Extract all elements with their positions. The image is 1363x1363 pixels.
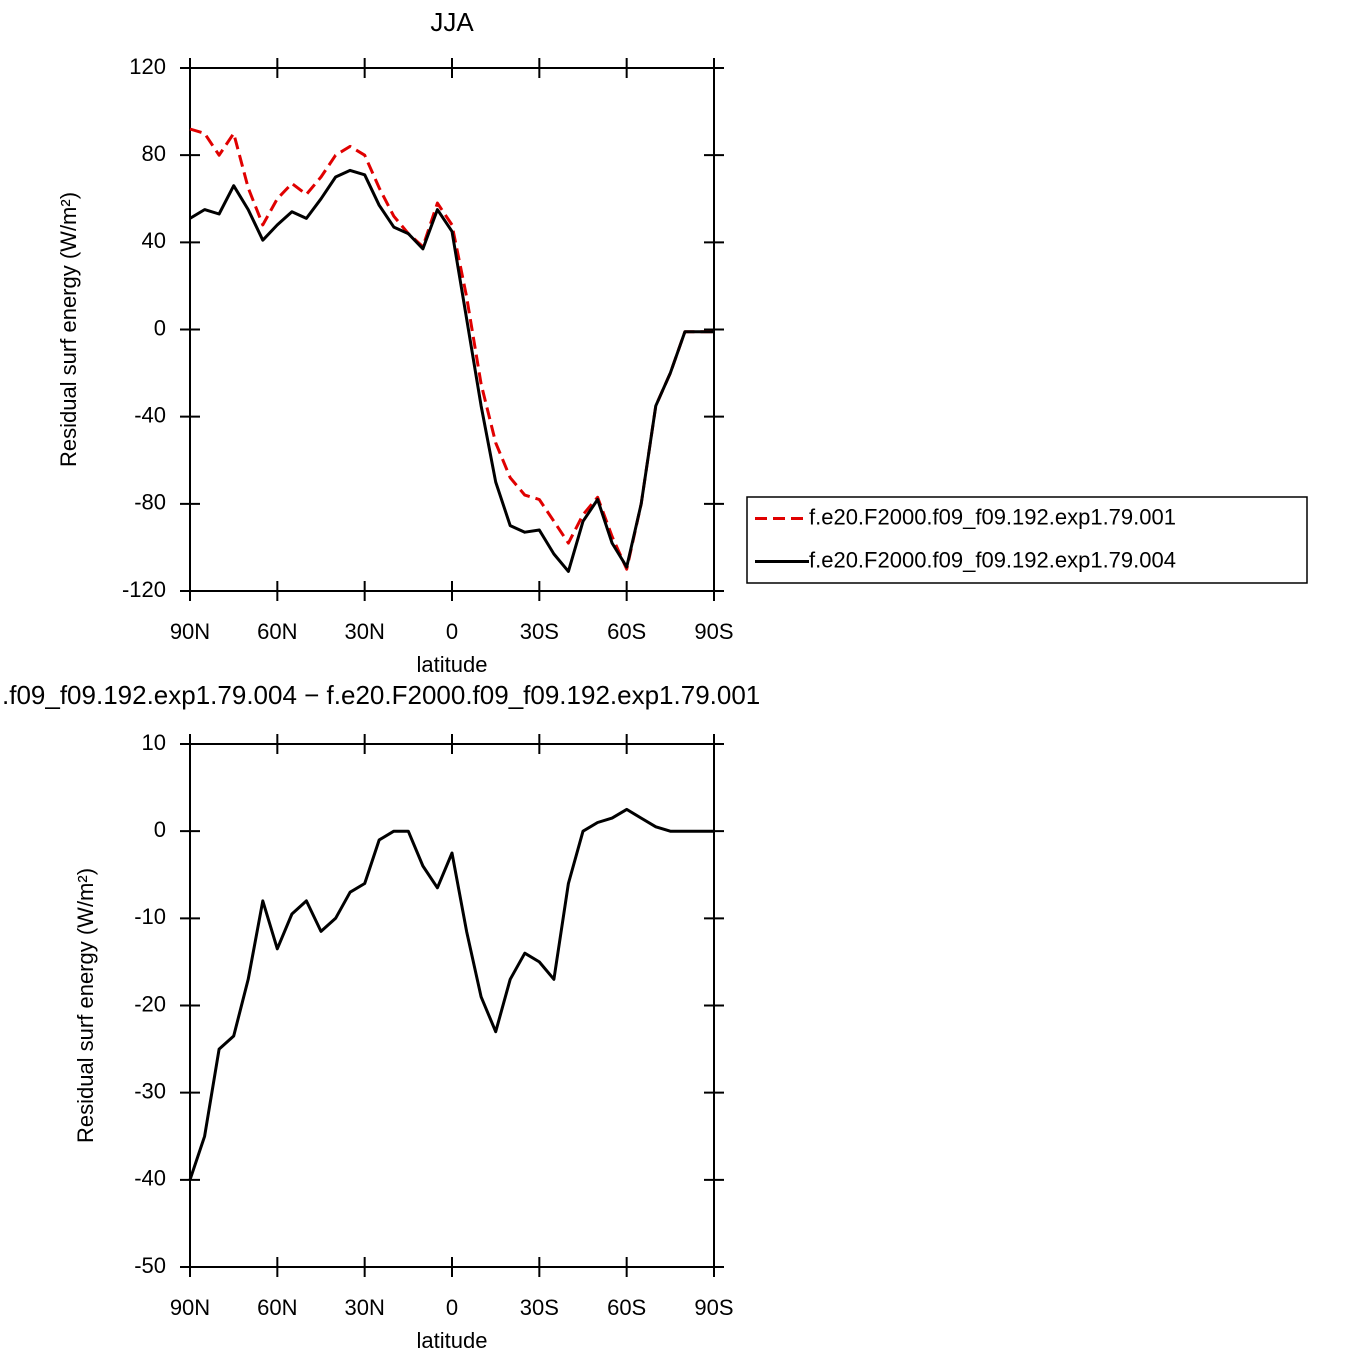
y-tick-label: -20: [134, 991, 166, 1016]
x-tick-label: 90S: [694, 1295, 733, 1320]
x-tick-label: 90N: [170, 619, 210, 644]
x-tick-label: 60N: [257, 619, 297, 644]
y-tick-label: 80: [142, 141, 166, 166]
x-tick-label: 60N: [257, 1295, 297, 1320]
y-tick-label: -50: [134, 1253, 166, 1278]
x-tick-label: 60S: [607, 619, 646, 644]
y-tick-label: -10: [134, 904, 166, 929]
x-tick-label: 30S: [520, 619, 559, 644]
x-tick-label: 60S: [607, 1295, 646, 1320]
x-tick-label: 90S: [694, 619, 733, 644]
x-axis-label: latitude: [417, 652, 488, 677]
y-tick-label: -40: [134, 402, 166, 427]
chart-title: .f09_f09.192.exp1.79.004 − f.e20.F2000.f…: [2, 680, 760, 710]
y-tick-label: 120: [129, 54, 166, 79]
y-axis-label: Residual surf energy (W/m²): [56, 192, 81, 467]
legend-box: [746, 496, 1308, 584]
x-axis-label: latitude: [417, 1328, 488, 1353]
legend-label: f.e20.F2000.f09_f09.192.exp1.79.004: [809, 547, 1176, 572]
data-line: [189, 127, 714, 571]
y-tick-label: -120: [122, 577, 166, 602]
data-line: [189, 168, 714, 573]
plot-frame: [189, 67, 715, 592]
y-tick-label: -80: [134, 490, 166, 515]
x-tick-label: 0: [446, 1295, 458, 1320]
data-line: [188, 807, 714, 1181]
y-tick-label: -30: [134, 1078, 166, 1103]
y-tick-label: 10: [142, 730, 166, 755]
y-tick-label: 0: [154, 817, 166, 842]
x-tick-label: 0: [446, 619, 458, 644]
y-tick-label: -40: [134, 1166, 166, 1191]
y-tick-label: 0: [154, 315, 166, 340]
legend-label: f.e20.F2000.f09_f09.192.exp1.79.001: [809, 504, 1176, 529]
x-tick-label: 30N: [344, 619, 384, 644]
y-axis-label: Residual surf energy (W/m²): [73, 868, 98, 1143]
x-tick-label: 30N: [344, 1295, 384, 1320]
plot-frame: [189, 743, 715, 1268]
x-tick-label: 90N: [170, 1295, 210, 1320]
x-tick-label: 30S: [520, 1295, 559, 1320]
chart-title: JJA: [430, 7, 474, 37]
y-tick-label: 40: [142, 228, 166, 253]
